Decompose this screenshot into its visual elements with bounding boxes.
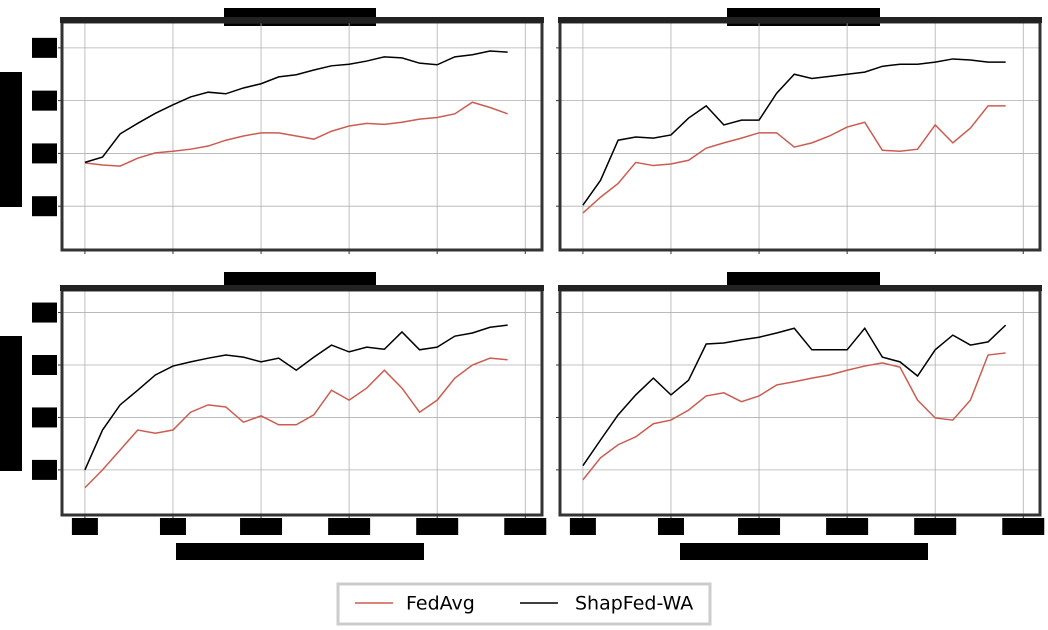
redacted-tick-label (328, 518, 371, 535)
redacted-y-label (0, 336, 22, 471)
redacted-tick-label (738, 518, 781, 535)
series-line (84, 324, 508, 471)
redacted-tick-label (826, 518, 869, 535)
legend: FedAvg ShapFed-WA (336, 582, 712, 626)
redacted-tick-label (657, 518, 684, 535)
redacted-tick-label (914, 518, 957, 535)
redacted-tick-label (1002, 518, 1045, 535)
redacted-tick-label (32, 196, 57, 217)
plot-frame (558, 20, 1042, 252)
redacted-tick-label (569, 518, 596, 535)
redacted-tick-label (159, 518, 186, 535)
redacted-tick-label (32, 90, 57, 111)
plot-frame (60, 288, 544, 517)
legend-box (336, 582, 712, 626)
redacted-y-label (0, 72, 22, 207)
series-line (582, 352, 1006, 481)
legend-label: ShapFed-WA (575, 593, 693, 615)
redacted-tick-label (71, 518, 98, 535)
redacted-tick-label (32, 143, 57, 164)
redacted-tick-label (504, 518, 547, 535)
redacted-tick-label (32, 302, 57, 323)
series-line (84, 101, 508, 167)
redacted-tick-label (32, 37, 57, 58)
redacted-tick-label (240, 518, 283, 535)
redacted-tick-label (32, 407, 57, 428)
redacted-x-label (176, 543, 424, 560)
series-line (582, 105, 1006, 214)
plot-frame (60, 20, 544, 252)
redacted-tick-label (32, 355, 57, 375)
redacted-tick-label (416, 518, 459, 535)
series-line (84, 357, 508, 489)
series-line (582, 324, 1007, 467)
series-line (84, 50, 508, 164)
series-line (582, 58, 1006, 206)
redacted-tick-label (32, 459, 57, 480)
legend-label: FedAvg (406, 593, 475, 615)
redacted-x-label (680, 543, 928, 560)
